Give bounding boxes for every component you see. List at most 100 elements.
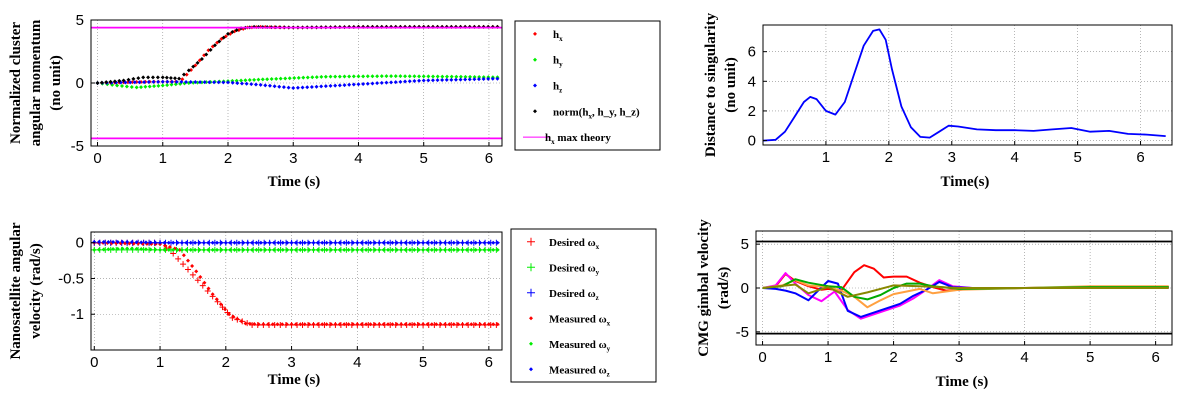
data-point [96, 247, 101, 252]
legend-marker [533, 83, 537, 88]
data-point [232, 247, 237, 252]
y-tick-label: -5 [736, 324, 749, 341]
legend-entry: hx max theory [545, 132, 611, 146]
data-point [389, 80, 394, 85]
data-point [314, 75, 319, 80]
data-point [386, 322, 391, 327]
legend: hx hy hz norm(hx, h_y, h_z)hx max theory [514, 20, 661, 151]
data-point [320, 240, 325, 245]
data-point [435, 78, 440, 83]
data-point [394, 240, 399, 245]
data-point [319, 74, 324, 79]
data-point [386, 247, 391, 252]
data-point [359, 247, 364, 252]
data-point [230, 80, 235, 85]
x-tick-label: 4 [1020, 349, 1028, 366]
data-point [236, 240, 241, 245]
data-point [212, 80, 217, 85]
data-point [270, 322, 275, 327]
data-point [143, 240, 148, 245]
data-point [117, 78, 122, 83]
data-point [417, 74, 422, 79]
data-point [355, 247, 360, 252]
data-point [179, 79, 184, 84]
data-point [307, 322, 312, 327]
data-point [227, 312, 232, 317]
data-point [337, 74, 342, 79]
data-point [478, 247, 483, 252]
data-point [256, 322, 261, 327]
data-point [469, 322, 474, 327]
data-point [175, 240, 180, 245]
data-point [412, 247, 417, 252]
x-tick-label: 2 [224, 150, 232, 167]
data-point [472, 74, 477, 79]
data-point [460, 322, 465, 327]
data-point [125, 80, 130, 85]
data-point [226, 31, 230, 36]
data-point [426, 78, 431, 83]
data-point [285, 240, 290, 245]
data-point [460, 240, 465, 245]
x-axis-label: Time (s) [268, 372, 321, 388]
data-point [147, 84, 152, 89]
data-point [324, 247, 329, 252]
data-point [403, 247, 408, 252]
data-point [323, 84, 328, 89]
data-point [451, 322, 456, 327]
legend-marker [529, 341, 533, 346]
data-point [364, 247, 369, 252]
x-tick-label: 6 [1151, 349, 1159, 366]
data-point [177, 247, 182, 252]
series-group [91, 24, 502, 140]
data-point [337, 83, 342, 88]
data-point [342, 322, 347, 327]
data-point [329, 247, 334, 252]
data-point [185, 258, 190, 263]
y-tick-label: -5 [71, 138, 84, 155]
legend-entry: Desired ωx [549, 237, 600, 251]
y-axis-label: Normalized cluster [8, 22, 24, 144]
data-point [464, 247, 469, 252]
data-point [120, 240, 125, 245]
data-point [160, 83, 165, 88]
data-point [215, 247, 220, 252]
data-point [153, 240, 158, 245]
data-point [444, 77, 449, 82]
data-point [258, 247, 263, 252]
data-point [193, 247, 198, 252]
data-point [486, 76, 491, 81]
data-point [425, 247, 430, 252]
data-point [202, 80, 207, 85]
data-point [368, 247, 373, 252]
data-point [228, 240, 233, 245]
data-point [199, 57, 204, 62]
legend-entry: hz [553, 81, 562, 95]
data-point [476, 77, 481, 82]
x-tick-label: 5 [420, 150, 428, 167]
data-point [310, 75, 315, 80]
data-point [449, 74, 454, 79]
data-point [236, 28, 241, 33]
data-point [134, 246, 139, 251]
data-point [166, 247, 171, 252]
data-point [399, 247, 404, 252]
data-point [495, 322, 500, 327]
data-point [175, 255, 182, 262]
data-point [364, 240, 369, 245]
data-point [443, 247, 448, 252]
y-tick-label: -1 [71, 306, 84, 323]
data-point [440, 78, 445, 83]
data-point [139, 247, 144, 252]
data-point [370, 81, 375, 86]
data-point [473, 240, 478, 245]
data-point [155, 75, 160, 80]
data-point [267, 247, 272, 252]
data-point [320, 322, 325, 327]
data-point [179, 247, 184, 252]
data-point [460, 247, 465, 252]
data-point [158, 240, 163, 245]
data-point [389, 74, 394, 79]
data-point [150, 75, 155, 80]
x-tick-label: 1 [156, 354, 164, 371]
